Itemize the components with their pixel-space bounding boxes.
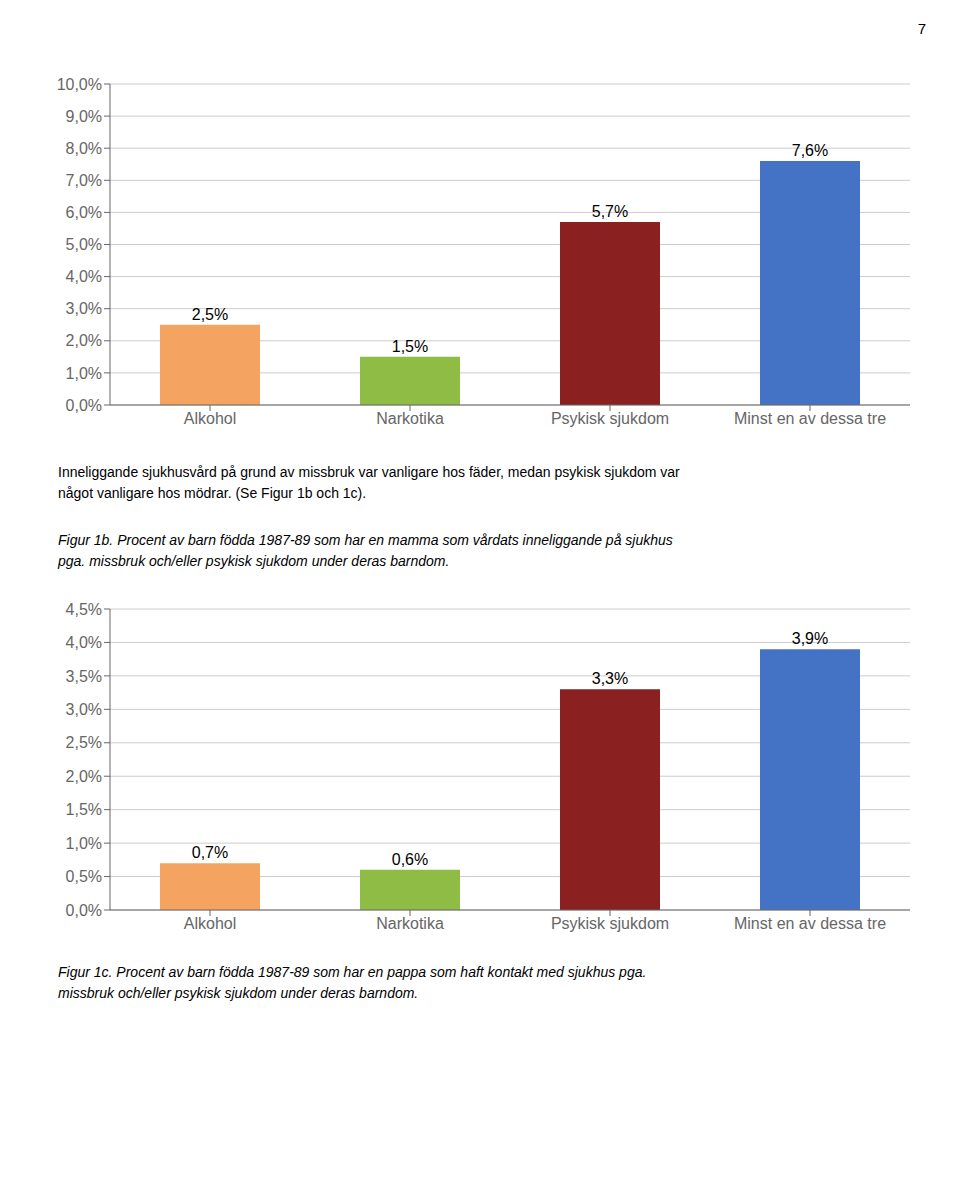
svg-text:3,9%: 3,9% xyxy=(792,630,828,647)
svg-text:0,0%: 0,0% xyxy=(66,397,102,414)
svg-text:4,5%: 4,5% xyxy=(66,601,102,618)
html-text:Figur 1b. Procent av barn född: Figur 1b. Procent av barn födda 1987-89 … xyxy=(58,532,673,548)
svg-text:7,6%: 7,6% xyxy=(792,142,828,159)
svg-text:9,0%: 9,0% xyxy=(66,108,102,125)
svg-text:5,0%: 5,0% xyxy=(66,236,102,253)
html-text:Figur 1c. Procent av barn född: Figur 1c. Procent av barn födda 1987-89 … xyxy=(58,964,647,980)
svg-text:1,0%: 1,0% xyxy=(66,835,102,852)
html-text:missbruk och/eller psykisk sju: missbruk och/eller psykisk sjukdom under… xyxy=(58,985,419,1001)
svg-text:1,5%: 1,5% xyxy=(66,801,102,818)
svg-text:3,0%: 3,0% xyxy=(66,300,102,317)
svg-text:3,5%: 3,5% xyxy=(66,668,102,685)
svg-text:6,0%: 6,0% xyxy=(66,204,102,221)
svg-text:3,3%: 3,3% xyxy=(592,670,628,687)
svg-text:10,0%: 10,0% xyxy=(57,76,102,93)
svg-text:0,0%: 0,0% xyxy=(66,902,102,919)
svg-text:0,5%: 0,5% xyxy=(66,868,102,885)
svg-text:3,0%: 3,0% xyxy=(66,701,102,718)
html-text:pga. missbruk och/eller psykis: pga. missbruk och/eller psykisk sjukdom … xyxy=(58,553,450,569)
svg-text:Minst en av dessa tre: Minst en av dessa tre xyxy=(734,915,886,932)
svg-text:0,6%: 0,6% xyxy=(392,851,428,868)
svg-text:5,7%: 5,7% xyxy=(592,203,628,220)
svg-text:Psykisk sjukdom: Psykisk sjukdom xyxy=(551,915,669,932)
svg-text:0,7%: 0,7% xyxy=(192,844,228,861)
html-text:7: 7 xyxy=(917,20,926,37)
svg-text:Alkohol: Alkohol xyxy=(184,410,236,427)
svg-text:Minst en av dessa tre: Minst en av dessa tre xyxy=(734,410,886,427)
svg-text:2,0%: 2,0% xyxy=(66,332,102,349)
svg-text:1,5%: 1,5% xyxy=(392,338,428,355)
html-text:något vanligare hos mödrar. (S: något vanligare hos mödrar. (Se Figur 1b… xyxy=(58,485,367,501)
svg-text:Narkotika: Narkotika xyxy=(376,915,444,932)
svg-text:Alkohol: Alkohol xyxy=(184,915,236,932)
svg-text:4,0%: 4,0% xyxy=(66,268,102,285)
svg-text:2,5%: 2,5% xyxy=(192,306,228,323)
svg-text:2,5%: 2,5% xyxy=(66,734,102,751)
svg-text:8,0%: 8,0% xyxy=(66,140,102,157)
svg-text:Psykisk sjukdom: Psykisk sjukdom xyxy=(551,410,669,427)
svg-text:Narkotika: Narkotika xyxy=(376,410,444,427)
html-text:Inneliggande sjukhusvård på gr: Inneliggande sjukhusvård på grund av mis… xyxy=(58,464,680,480)
svg-text:7,0%: 7,0% xyxy=(66,172,102,189)
svg-text:2,0%: 2,0% xyxy=(66,768,102,785)
svg-text:1,0%: 1,0% xyxy=(66,365,102,382)
svg-text:4,0%: 4,0% xyxy=(66,634,102,651)
